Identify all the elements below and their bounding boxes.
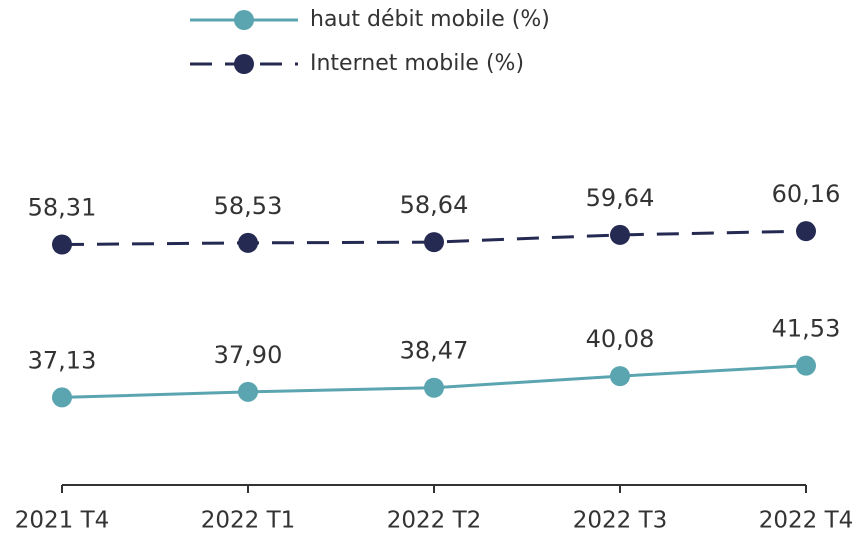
data-label: 37,90: [214, 341, 283, 369]
data-point: [796, 355, 816, 376]
legend-marker: [234, 10, 254, 30]
legend-marker: [234, 54, 254, 74]
x-tick-label: 2022 T2: [387, 508, 482, 533]
data-label: 41,53: [772, 315, 841, 343]
legend-label: haut débit mobile (%): [310, 7, 550, 32]
data-label: 38,47: [400, 337, 469, 365]
data-point: [610, 224, 630, 245]
data-point: [796, 221, 816, 242]
series-line: [61, 229, 807, 247]
data-label: 37,13: [28, 346, 97, 374]
data-point: [52, 234, 72, 255]
data-point: [424, 232, 444, 253]
data-label: 60,16: [772, 180, 841, 208]
data-label: 40,08: [586, 325, 655, 353]
x-tick-label: 2022 T4: [759, 508, 854, 533]
data-point: [610, 366, 630, 387]
data-point: [238, 232, 258, 253]
data-point: [52, 387, 72, 408]
x-tick-label: 2021 T4: [15, 508, 110, 533]
data-label: 58,64: [400, 191, 469, 219]
x-tick-label: 2022 T1: [201, 508, 296, 533]
data-label: 59,64: [586, 184, 655, 212]
legend-label: Internet mobile (%): [310, 51, 524, 76]
data-point: [424, 377, 444, 398]
data-point: [238, 381, 258, 402]
x-tick-label: 2022 T3: [573, 508, 668, 533]
data-label: 58,53: [214, 192, 283, 220]
data-label: 58,31: [28, 194, 97, 222]
